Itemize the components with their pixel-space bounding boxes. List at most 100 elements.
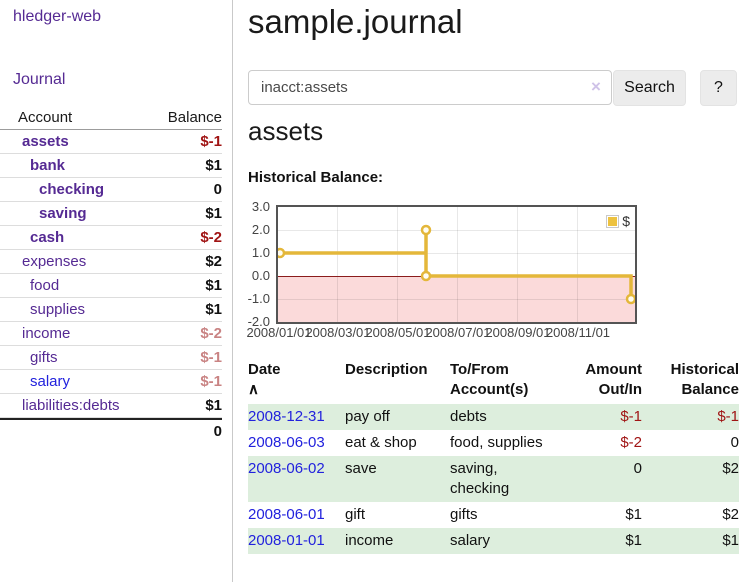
transaction-description: eat & shop <box>345 434 417 451</box>
transaction-accounts: debts <box>450 408 487 425</box>
transaction-balance: $2 <box>722 460 739 477</box>
clear-search-icon[interactable]: × <box>591 77 601 96</box>
account-row-gifts: gifts $-1 <box>0 346 222 370</box>
account-link-liabilities-debts[interactable]: liabilities:debts <box>22 397 120 414</box>
transaction-balance: $2 <box>722 506 739 523</box>
brand-link[interactable]: hledger-web <box>13 8 102 25</box>
x-tick: 2008/05/01 <box>365 325 431 340</box>
account-balance: $-2 <box>200 229 222 246</box>
amount-column-header: Amount Out/In <box>585 361 642 398</box>
search-button[interactable]: Search <box>613 70 686 106</box>
account-row-expenses: expenses $2 <box>0 250 222 274</box>
transaction-date-link[interactable]: 2008-01-01 <box>248 532 325 549</box>
help-button[interactable]: ? <box>700 70 737 106</box>
x-tick: 2008/09/01 <box>485 325 551 340</box>
account-link-expenses[interactable]: expenses <box>22 253 87 270</box>
register-row: 2008-06-02 save saving, checking 0 $2 <box>248 456 739 502</box>
account-row-checking: checking 0 <box>0 178 222 202</box>
account-link-supplies[interactable]: supplies <box>30 301 86 318</box>
account-balance: 0 <box>213 181 222 198</box>
transaction-balance: 0 <box>730 434 739 451</box>
sidebar-item-journal[interactable]: Journal <box>13 71 66 88</box>
account-balance: $-1 <box>200 133 222 150</box>
account-balance: $1 <box>205 205 222 222</box>
x-tick: 2008/11/01 <box>545 325 611 340</box>
transaction-amount: $-1 <box>620 408 642 425</box>
series-swatch-icon <box>606 214 620 228</box>
transaction-amount: $1 <box>625 506 642 523</box>
account-balance: $1 <box>205 301 222 318</box>
y-tick: 0.0 <box>251 268 270 283</box>
chart-legend: $ <box>606 212 630 230</box>
y-tick: 1.0 <box>251 245 270 260</box>
accounts-total-value: 0 <box>213 423 222 440</box>
account-link-gifts[interactable]: gifts <box>30 349 58 366</box>
account-row-supplies: supplies $1 <box>0 298 222 322</box>
register-header-row: Date ∧ Description To/From Account(s) Amo… <box>248 360 739 404</box>
balance-column-header: Balance <box>167 109 222 126</box>
accounts-table-header: Account Balance <box>0 106 222 130</box>
register-row: 2008-06-01 gift gifts $1 $2 <box>248 502 739 528</box>
plot-area: $ <box>276 205 637 324</box>
account-row-salary: salary $-1 <box>0 370 222 394</box>
account-link-salary[interactable]: salary <box>30 373 71 390</box>
account-link-food[interactable]: food <box>30 277 60 294</box>
transaction-accounts: gifts <box>450 506 478 523</box>
series-label: $ <box>622 213 630 229</box>
account-row-liabilities-debts: liabilities:debts $1 <box>0 394 222 418</box>
x-tick: 2008/01/01 <box>246 325 312 340</box>
account-balance: $1 <box>205 277 222 294</box>
balance-column-header: Historical Balance <box>670 361 739 398</box>
accounts-tree: assets $-1 bank $1 checking 0 saving $1 … <box>0 130 222 442</box>
transaction-accounts: saving, checking <box>450 460 510 497</box>
transaction-date-link[interactable]: 2008-06-01 <box>248 506 325 523</box>
main-content: sample.journal × Search ? assets Histori… <box>246 0 742 582</box>
account-link-cash[interactable]: cash <box>30 229 65 246</box>
description-column-header: Description <box>345 361 428 378</box>
account-balance: $-1 <box>200 373 222 390</box>
register-row: 2008-12-31 pay off debts $-1 $-1 <box>248 404 739 430</box>
transaction-description: gift <box>345 506 366 523</box>
y-tick: 3.0 <box>251 199 270 214</box>
transaction-date-link[interactable]: 2008-12-31 <box>248 408 325 425</box>
account-link-income[interactable]: income <box>22 325 71 342</box>
balance-series-line <box>278 224 635 305</box>
transaction-description: income <box>345 532 394 549</box>
historical-balance-label: Historical Balance: <box>248 169 384 186</box>
account-link-checking[interactable]: checking <box>39 181 105 198</box>
account-title: assets <box>248 116 324 146</box>
search-bar: × Search ? <box>248 70 742 106</box>
historical-balance-chart: 3.0 2.0 1.0 0.0 -1.0 -2.0 <box>246 198 742 344</box>
transaction-balance: $-1 <box>717 408 739 425</box>
search-input[interactable] <box>248 70 612 105</box>
page-title: sample.journal <box>248 3 463 40</box>
account-balance: $1 <box>205 397 222 414</box>
account-row-assets: assets $-1 <box>0 130 222 154</box>
y-tick: -1.0 <box>247 291 270 306</box>
negative-region <box>278 276 635 322</box>
account-balance: $1 <box>205 157 222 174</box>
transaction-amount: $-2 <box>620 434 642 451</box>
transaction-date-link[interactable]: 2008-06-03 <box>248 434 325 451</box>
transaction-accounts: food, supplies <box>450 434 543 451</box>
x-tick: 2008/03/01 <box>305 325 371 340</box>
account-row-saving: saving $1 <box>0 202 222 226</box>
x-tick: 2008/07/01 <box>425 325 491 340</box>
account-row-food: food $1 <box>0 274 222 298</box>
transaction-amount: $1 <box>625 532 642 549</box>
account-balance: $-1 <box>200 349 222 366</box>
transaction-date-link[interactable]: 2008-06-02 <box>248 460 325 477</box>
account-link-saving[interactable]: saving <box>39 205 87 222</box>
account-row-bank: bank $1 <box>0 154 222 178</box>
accounts-total-row: 0 <box>0 418 222 442</box>
account-row-income: income $-2 <box>0 322 222 346</box>
transaction-description: pay off <box>345 408 390 425</box>
account-link-bank[interactable]: bank <box>30 157 66 174</box>
date-column-header[interactable]: Date ∧ <box>248 360 345 404</box>
sort-asc-icon: ∧ <box>248 381 259 398</box>
transaction-amount: 0 <box>633 460 642 477</box>
transaction-balance: $1 <box>722 532 739 549</box>
account-link-assets[interactable]: assets <box>22 133 69 150</box>
tofrom-column-header: To/From Account(s) <box>450 361 529 398</box>
